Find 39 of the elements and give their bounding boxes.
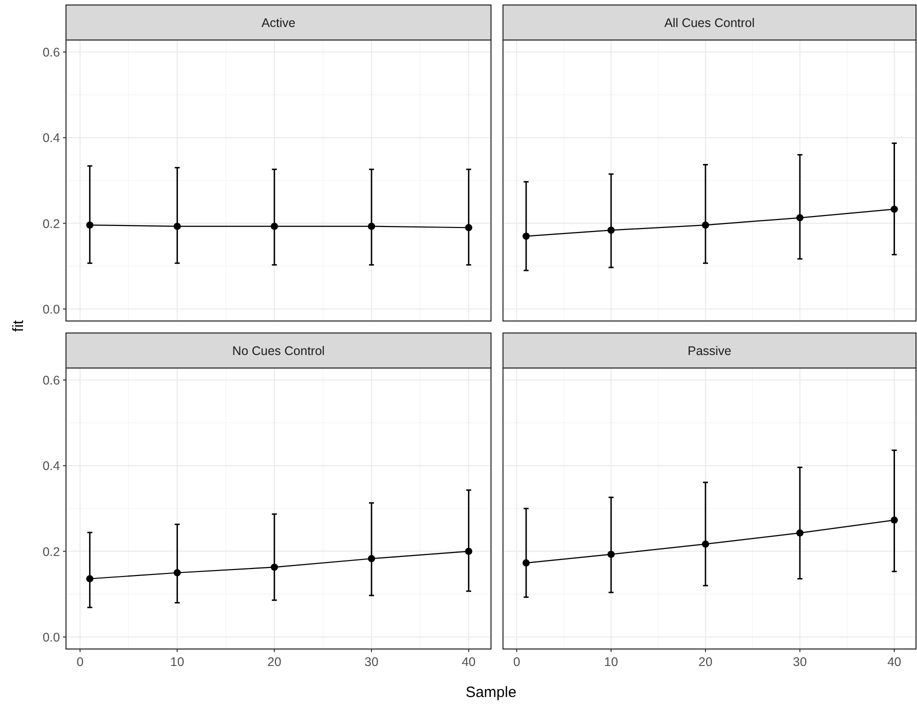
y-tick-label: 0.2 [42,216,60,231]
point [522,559,530,566]
point [522,232,530,240]
x-tick-label: 40 [887,655,902,669]
x-tick-label: 0 [76,655,84,669]
point [702,221,710,229]
point [86,575,94,582]
x-axis-title: Sample [466,684,516,701]
x-tick-label: 20 [267,655,282,669]
y-tick-label: 0.0 [42,630,60,645]
point [607,226,615,234]
point [796,529,804,537]
point [890,516,898,524]
point [607,550,615,558]
point [465,548,472,555]
point [174,569,181,576]
y-axis-title: fit [10,319,27,332]
y-tick-label: 0.2 [42,544,60,559]
chart-title: Passive [688,344,732,358]
x-tick-label: 30 [792,655,807,669]
x-tick-label: 10 [170,655,184,669]
chart-title: Active [261,16,296,30]
y-tick-label: 0.4 [42,459,60,474]
y-tick-label: 0.0 [42,302,60,317]
point [368,555,376,562]
x-tick-label: 10 [604,655,618,669]
point [702,540,710,548]
chart-title: All Cues Control [664,16,755,30]
y-tick-label: 0.4 [42,131,60,146]
x-tick-label: 0 [513,655,520,669]
y-tick-label: 0.6 [42,373,60,388]
point [890,206,898,213]
x-tick-label: 40 [462,655,476,669]
point [796,214,804,222]
x-tick-label: 30 [364,655,379,669]
point [270,564,278,571]
x-tick-label: 20 [698,655,712,669]
chart-title: No Cues Control [232,344,325,358]
y-tick-label: 0.6 [42,45,60,60]
